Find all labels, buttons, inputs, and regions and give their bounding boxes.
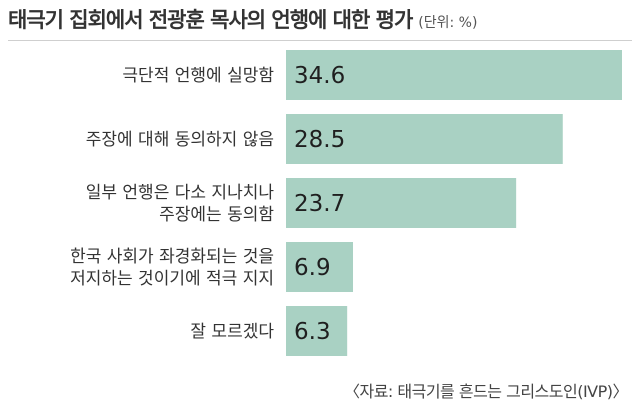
category-label-4-line-2: 저지하는 것이기에 적극 지지 (70, 269, 274, 289)
category-label-3-line-2: 주장에는 동의함 (159, 205, 274, 225)
category-label-3-line-1: 일부 언행은 다소 지나치나 (86, 183, 275, 203)
source-note: 〈자료: 태극기를 흔드는 그리스도인(IVP)〉 (343, 382, 629, 401)
unit-label: (단위: %) (418, 15, 478, 31)
value-label-2: 28.5 (294, 127, 345, 153)
bar-chart: 34.6 극단적 언행에 실망함 28.5 주장에 대해 동의하지 않음 23.7 일부 … (70, 50, 622, 356)
bar-3 (286, 178, 517, 228)
category-label-4-line-1: 한국 사회가 좌경화되는 것을 (70, 247, 274, 267)
value-label-3: 23.7 (294, 191, 345, 217)
title-row: 태극기 집회에서 전광훈 목사의 언행에 대한 평가 (단위: %) (8, 4, 632, 41)
value-label-5: 6.3 (294, 319, 331, 345)
chart-title: 태극기 집회에서 전광훈 목사의 언행에 대한 평가 (8, 8, 413, 32)
bar-1 (286, 50, 622, 100)
bar-4 (286, 242, 354, 292)
bar-5 (286, 306, 348, 356)
category-label-5: 잘 모르겠다 (190, 322, 274, 342)
category-label-2: 주장에 대해 동의하지 않음 (86, 130, 274, 150)
bar-2 (286, 114, 563, 164)
value-label-1: 34.6 (294, 63, 345, 89)
category-label-1: 극단적 언행에 실망함 (122, 66, 274, 86)
value-label-4: 6.9 (294, 255, 331, 281)
